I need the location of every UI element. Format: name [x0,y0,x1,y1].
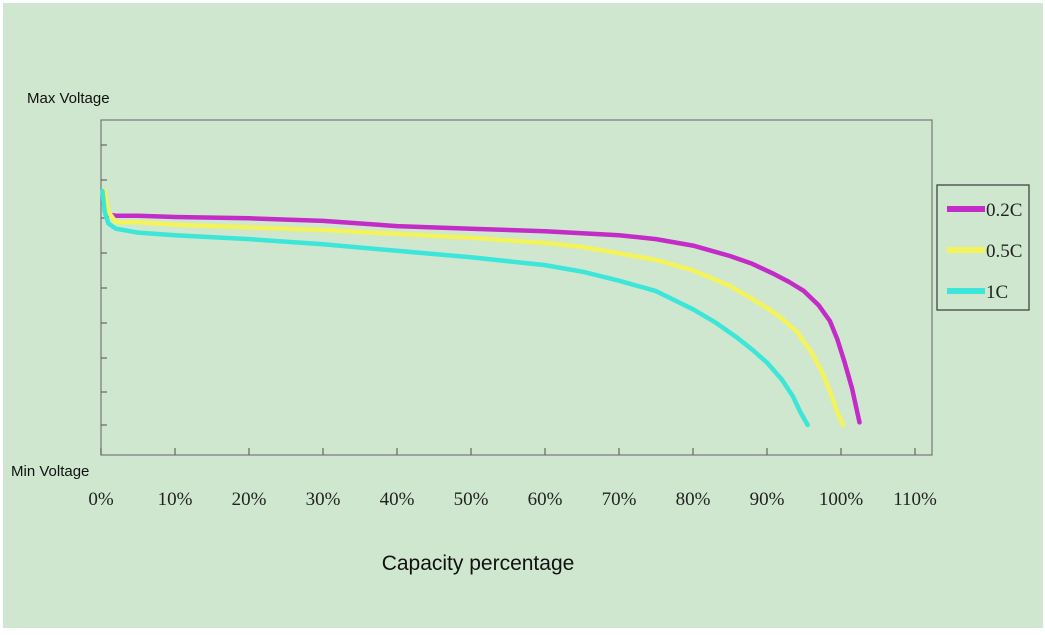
x-tick-label: 40% [380,489,415,510]
x-tick-label: 60% [528,489,563,510]
x-tick-label: 100% [819,489,864,510]
x-axis-label: Capacity percentage [382,552,575,575]
y-axis-min-label: Min Voltage [11,463,89,480]
x-tick-label: 50% [454,489,489,510]
x-tick-label: 0% [88,489,114,510]
series-lines [100,188,862,428]
x-tick-label: 30% [306,489,341,510]
legend: 0.2C 0.5C 1C [936,184,1030,311]
legend-label: 0.2C [986,200,1022,221]
x-tick-label: 70% [602,489,637,510]
plot-area-frame [100,119,933,456]
x-axis-ticks [100,448,916,455]
series-line-0.2C [104,212,862,425]
x-tick-label: 20% [232,489,267,510]
series-line-0.5C [102,188,846,428]
series-line-1C [100,188,810,428]
x-tick-label: 90% [750,489,785,510]
legend-box [936,184,1030,311]
y-axis-ticks [101,144,107,426]
chart-background [3,3,1043,628]
x-tick-label: 110% [893,489,937,510]
x-tick-label: 80% [676,489,711,510]
x-axis-tick-labels: 0% 10% 20% 30% 40% 50% 60% 70% 80% 90% 100% 110% [88,489,937,510]
y-axis-max-label: Max Voltage [27,90,110,107]
legend-label: 0.5C [986,241,1022,262]
x-tick-label: 10% [158,489,193,510]
legend-label: 1C [986,282,1008,303]
